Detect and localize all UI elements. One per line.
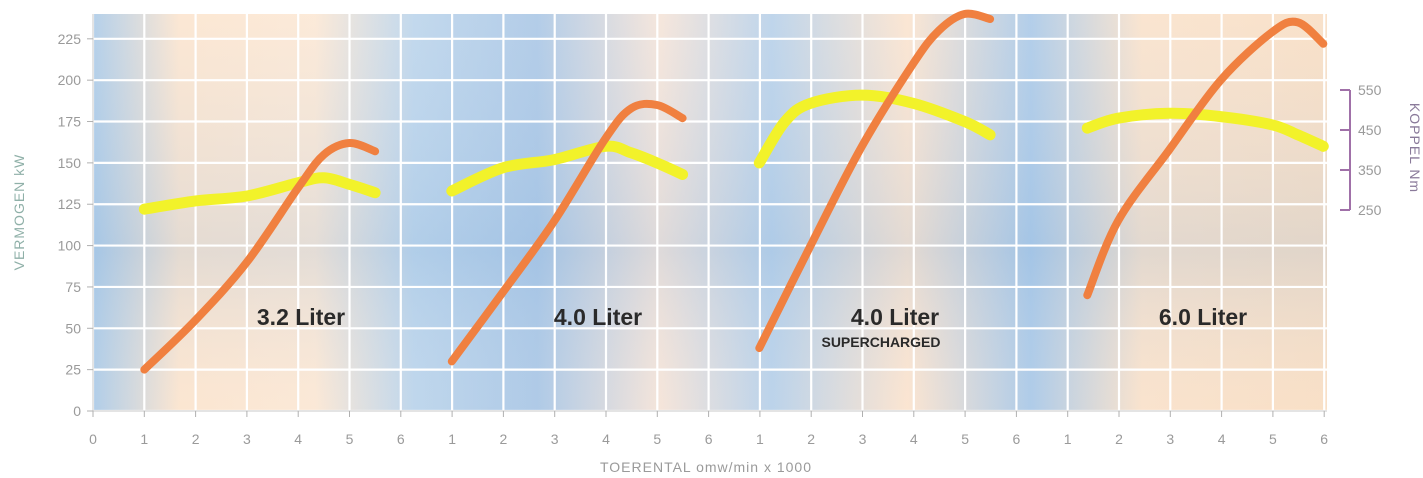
x-tick-label: 6 bbox=[705, 431, 713, 447]
y-axis-title: VERMOGEN kW bbox=[11, 154, 27, 271]
x-tick-label: 0 bbox=[89, 431, 97, 447]
x-tick-label: 3 bbox=[1166, 431, 1174, 447]
x-tick-label: 1 bbox=[448, 431, 456, 447]
x-tick-label: 4 bbox=[294, 431, 302, 447]
engine-sublabel: SUPERCHARGED bbox=[821, 334, 940, 350]
x-tick-label: 1 bbox=[1064, 431, 1072, 447]
torque-tick-label: 550 bbox=[1358, 82, 1382, 98]
x-tick-label: 2 bbox=[500, 431, 508, 447]
x-tick-label: 5 bbox=[1269, 431, 1277, 447]
y-tick-label: 225 bbox=[58, 31, 82, 47]
y-tick-label: 200 bbox=[58, 72, 82, 88]
x-tick-label: 3 bbox=[859, 431, 867, 447]
y-tick-label: 100 bbox=[58, 238, 82, 254]
y-tick-label: 75 bbox=[65, 279, 81, 295]
y-axis-ticks: 0 25 50 75 100 125 150 175 200 225 bbox=[58, 31, 93, 419]
x-tick-label: 2 bbox=[192, 431, 200, 447]
x-axis-title: TOERENTAL omw/min x 1000 bbox=[600, 459, 812, 475]
x-tick-label: 4 bbox=[1218, 431, 1226, 447]
y-tick-label: 150 bbox=[58, 155, 82, 171]
torque-tick-label: 250 bbox=[1358, 202, 1382, 218]
torque-curve bbox=[446, 140, 689, 197]
power-curve bbox=[140, 139, 380, 374]
engine-label: 6.0 Liter bbox=[1159, 304, 1247, 330]
x-tick-label: 1 bbox=[140, 431, 148, 447]
x-tick-label: 6 bbox=[1013, 431, 1021, 447]
torque-tick-label: 350 bbox=[1358, 162, 1382, 178]
x-tick-label: 5 bbox=[961, 431, 969, 447]
x-tick-label: 4 bbox=[910, 431, 918, 447]
power-curve bbox=[1083, 17, 1328, 300]
x-tick-label: 3 bbox=[243, 431, 251, 447]
x-tick-label: 2 bbox=[1115, 431, 1123, 447]
y2-axis-title: KOPPEL Nm bbox=[1407, 103, 1423, 193]
torque-tick-label: 450 bbox=[1358, 122, 1382, 138]
x-tick-label: 4 bbox=[602, 431, 610, 447]
x-axis-ticks: 0 1 2 3 4 5 6 1 2 3 4 5 6 1 2 3 4 5 6 1 2 3 4 5 6 bbox=[89, 411, 1328, 447]
panel-labels: 3.2 Liter 4.0 Liter 4.0 Liter SUPERCHARGED 6… bbox=[257, 304, 1247, 350]
x-tick-label: 6 bbox=[1320, 431, 1328, 447]
engine-label: 4.0 Liter bbox=[554, 304, 642, 330]
torque-curve bbox=[753, 89, 996, 169]
power-curve bbox=[447, 99, 687, 366]
engine-label: 3.2 Liter bbox=[257, 304, 345, 330]
x-tick-label: 2 bbox=[807, 431, 815, 447]
y-tick-label: 125 bbox=[58, 196, 82, 212]
series-layer bbox=[138, 9, 1329, 374]
torque-axis: 550 450 350 250 bbox=[1340, 82, 1382, 218]
x-tick-label: 5 bbox=[653, 431, 661, 447]
engine-label: 4.0 Liter bbox=[851, 304, 939, 330]
y-tick-label: 175 bbox=[58, 114, 82, 130]
torque-curve bbox=[1081, 107, 1329, 152]
y-tick-label: 0 bbox=[73, 403, 81, 419]
x-tick-label: 5 bbox=[346, 431, 354, 447]
power-curve bbox=[755, 9, 995, 353]
x-tick-label: 6 bbox=[397, 431, 405, 447]
x-tick-label: 1 bbox=[756, 431, 764, 447]
y-tick-label: 25 bbox=[65, 362, 81, 378]
y-tick-label: 50 bbox=[65, 320, 81, 336]
x-tick-label: 3 bbox=[551, 431, 559, 447]
